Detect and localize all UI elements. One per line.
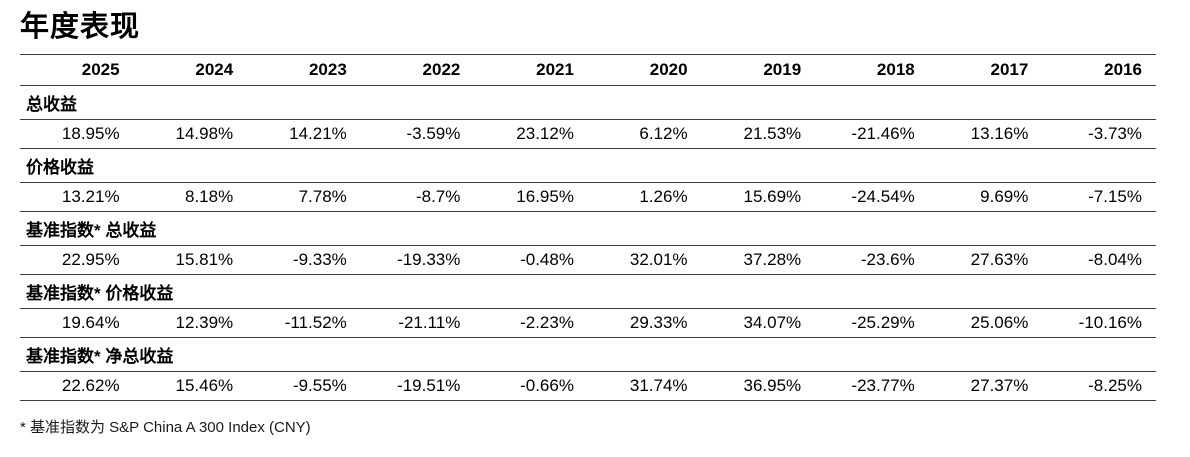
table-header: 2025 2024 2023 2022 2021 2020 2019 2018 2017 2016: [20, 53, 1156, 86]
metric-value: -23.6%: [815, 245, 929, 275]
metric-value: -3.73%: [1042, 119, 1156, 149]
metric-value: 9.69%: [928, 182, 1043, 212]
metric-label-row: 总收益: [20, 85, 1156, 120]
metric-label: 基准指数* 净总收益: [20, 337, 1156, 372]
year-column-header: 2021: [474, 53, 588, 86]
metric-value: 12.39%: [133, 308, 248, 338]
metric-value: 18.95%: [20, 119, 134, 149]
metric-label-row: 基准指数* 净总收益: [20, 337, 1156, 372]
metric-value: -23.77%: [815, 371, 929, 401]
metric-value-row: 22.62% 15.46% -9.55% -19.51% -0.66% 31.74% 36.…: [20, 371, 1156, 401]
metric-label: 基准指数* 价格收益: [20, 274, 1156, 309]
year-column-header: 2017: [928, 53, 1043, 86]
metric-value: -0.48%: [474, 245, 588, 275]
year-column-header: 2016: [1042, 53, 1156, 86]
metric-value: -9.55%: [247, 371, 361, 401]
metric-label: 价格收益: [20, 148, 1156, 183]
annual-performance-table: 2025 2024 2023 2022 2021 2020 2019 2018 2017 2016…: [20, 53, 1156, 401]
metric-value: -19.33%: [360, 245, 475, 275]
metric-value: 15.69%: [701, 182, 816, 212]
metric-value: 22.95%: [20, 245, 134, 275]
metric-value: -21.11%: [360, 308, 475, 338]
metric-value: 29.33%: [587, 308, 702, 338]
metric-value: -24.54%: [815, 182, 929, 212]
metric-label-row: 基准指数* 价格收益: [20, 274, 1156, 309]
year-column-header: 2024: [133, 53, 248, 86]
year-column-header: 2022: [360, 53, 475, 86]
year-column-header: 2018: [815, 53, 929, 86]
metric-label-row: 基准指数* 总收益: [20, 211, 1156, 246]
metric-value: 13.16%: [928, 119, 1043, 149]
metric-value: -9.33%: [247, 245, 361, 275]
metric-value: 1.26%: [587, 182, 702, 212]
metric-value: 23.12%: [474, 119, 588, 149]
year-column-header: 2023: [247, 53, 361, 86]
metric-value: 19.64%: [20, 308, 134, 338]
metric-value: -19.51%: [360, 371, 475, 401]
metric-value: 32.01%: [587, 245, 702, 275]
metric-value: -25.29%: [815, 308, 929, 338]
metric-value: 25.06%: [928, 308, 1043, 338]
metric-value: 27.37%: [928, 371, 1043, 401]
metric-value: 34.07%: [701, 308, 816, 338]
metric-value: -8.04%: [1042, 245, 1156, 275]
table-body: 总收益 18.95% 14.98% 14.21% -3.59% 23.12% 6.12% 21…: [20, 85, 1156, 401]
benchmark-footnote: * 基准指数为 S&P China A 300 Index (CNY): [20, 418, 311, 436]
page-title: 年度表现: [20, 11, 141, 43]
metric-value: 27.63%: [928, 245, 1043, 275]
metric-value: 21.53%: [701, 119, 816, 149]
metric-value: 13.21%: [20, 182, 134, 212]
metric-value: 15.46%: [133, 371, 248, 401]
metric-value: 6.12%: [587, 119, 702, 149]
metric-value-row: 22.95% 15.81% -9.33% -19.33% -0.48% 32.01% 37.…: [20, 245, 1156, 275]
metric-label: 总收益: [20, 85, 1156, 120]
metric-value: -10.16%: [1042, 308, 1156, 338]
metric-value: 22.62%: [20, 371, 134, 401]
metric-value: -11.52%: [247, 308, 361, 338]
year-header-row: 2025 2024 2023 2022 2021 2020 2019 2018 2017 2016: [20, 53, 1156, 86]
metric-value: -7.15%: [1042, 182, 1156, 212]
metric-value: 37.28%: [701, 245, 816, 275]
metric-label: 基准指数* 总收益: [20, 211, 1156, 246]
annual-performance-section: 年度表现 2025 2024 2023 2022 2021 2020 2019 2018 201…: [20, 11, 1156, 436]
metric-value: 8.18%: [133, 182, 248, 212]
metric-value: -8.7%: [360, 182, 475, 212]
year-column-header: 2025: [20, 53, 134, 86]
metric-value: -0.66%: [474, 371, 588, 401]
year-column-header: 2020: [587, 53, 702, 86]
metric-value-row: 13.21% 8.18% 7.78% -8.7% 16.95% 1.26% 15.69% -2…: [20, 182, 1156, 212]
metric-value: -8.25%: [1042, 371, 1156, 401]
metric-value-row: 18.95% 14.98% 14.21% -3.59% 23.12% 6.12% 21.53…: [20, 119, 1156, 149]
metric-value: 7.78%: [247, 182, 361, 212]
metric-value: -21.46%: [815, 119, 929, 149]
metric-value: -2.23%: [474, 308, 588, 338]
metric-value: 15.81%: [133, 245, 248, 275]
metric-value-row: 19.64% 12.39% -11.52% -21.11% -2.23% 29.33% 34…: [20, 308, 1156, 338]
metric-value: 14.98%: [133, 119, 248, 149]
year-column-header: 2019: [701, 53, 816, 86]
metric-value: 16.95%: [474, 182, 588, 212]
metric-value: 31.74%: [587, 371, 702, 401]
metric-value: 14.21%: [247, 119, 361, 149]
metric-value: -3.59%: [360, 119, 475, 149]
metric-value: 36.95%: [701, 371, 816, 401]
metric-label-row: 价格收益: [20, 148, 1156, 183]
